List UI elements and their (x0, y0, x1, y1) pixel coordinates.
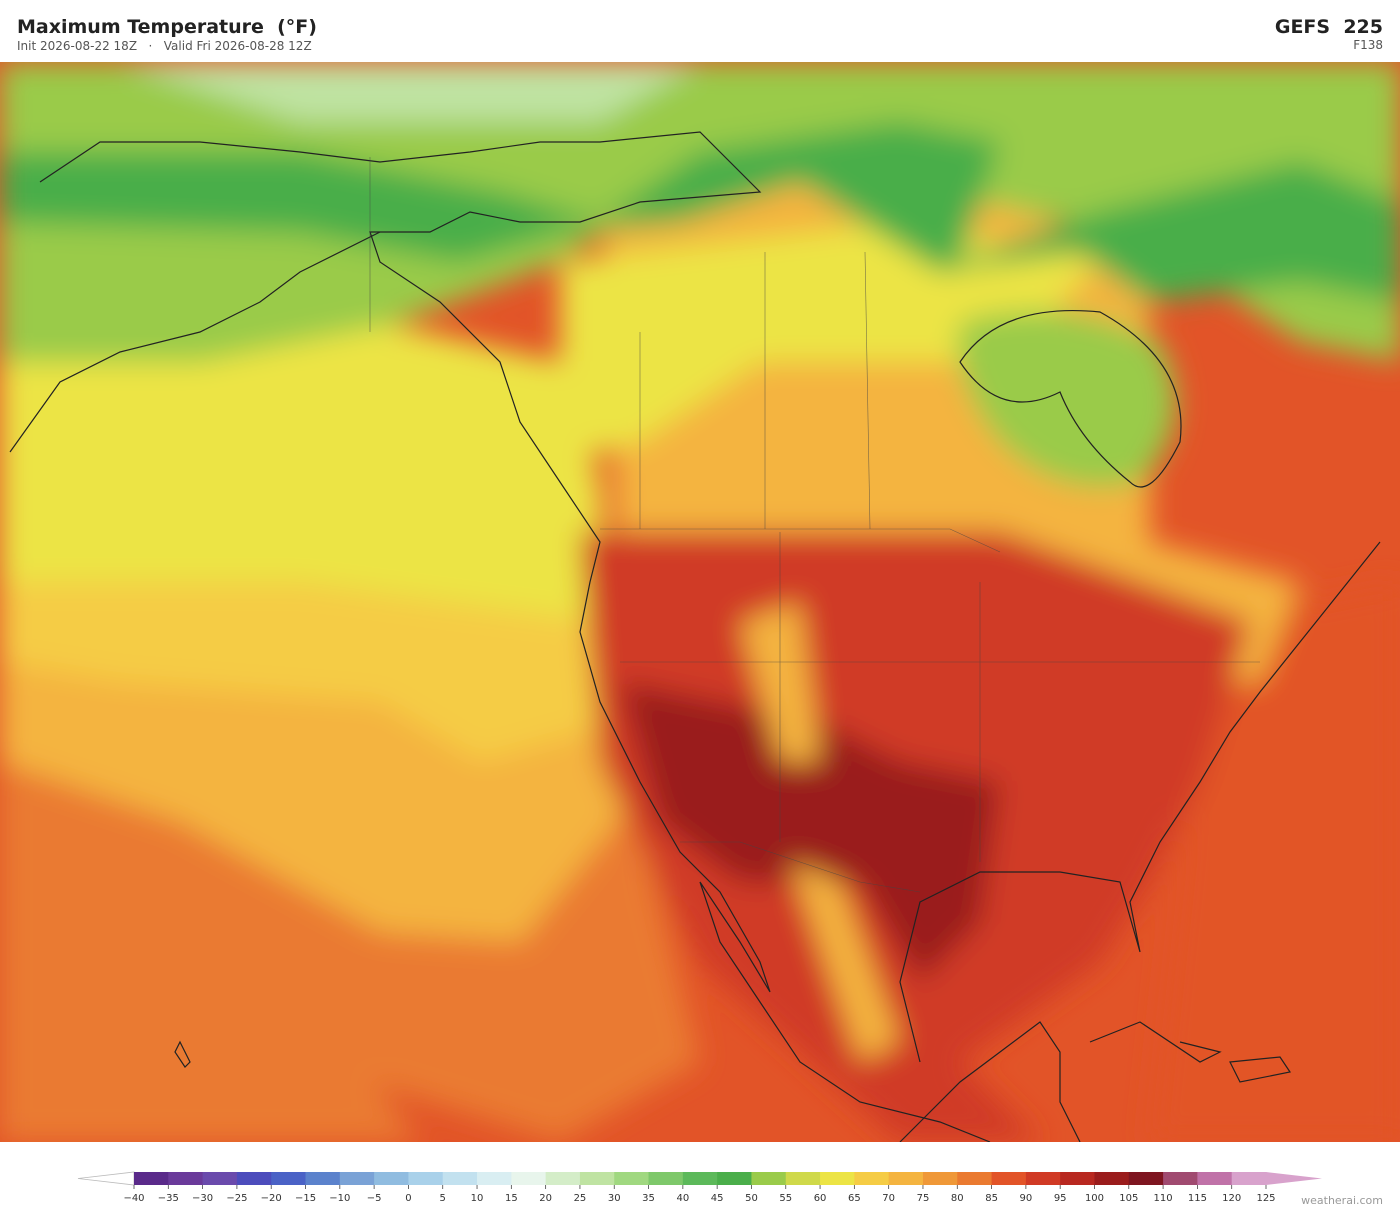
tick-label: 105 (1119, 1193, 1138, 1204)
over-arrow (1266, 1172, 1322, 1185)
color-swatch (545, 1172, 581, 1185)
tick-label: 65 (848, 1193, 861, 1204)
color-swatch (682, 1172, 718, 1185)
color-swatch (1128, 1172, 1164, 1185)
color-swatch (785, 1172, 821, 1185)
color-swatch (1197, 1172, 1233, 1185)
color-swatch (236, 1172, 272, 1185)
tick-label: 60 (814, 1193, 827, 1204)
color-swatch (717, 1172, 752, 1185)
color-swatch (922, 1172, 958, 1185)
color-swatch (134, 1172, 169, 1185)
color-swatch (854, 1172, 890, 1185)
color-swatch (820, 1172, 855, 1185)
init-time: Init 2026-08-22 18Z (17, 39, 138, 53)
map (0, 62, 1400, 1142)
tick-label: 95 (1054, 1193, 1067, 1204)
tick-label: 50 (745, 1193, 758, 1204)
color-swatch (1231, 1172, 1267, 1185)
separator: · (148, 39, 153, 53)
tick-label: −10 (329, 1193, 350, 1204)
coastlines (9, 131, 1381, 1142)
color-swatch (374, 1172, 409, 1185)
tick-label: 40 (676, 1193, 689, 1204)
tick-label: 75 (917, 1193, 930, 1204)
tick-label: 55 (779, 1193, 792, 1204)
color-swatch (408, 1172, 444, 1185)
color-swatch (271, 1172, 307, 1185)
tick-label: 80 (951, 1193, 964, 1204)
tick-label: −30 (192, 1193, 213, 1204)
tick-label: 15 (505, 1193, 518, 1204)
tick-label: 0 (405, 1193, 411, 1204)
tick-label: 30 (608, 1193, 621, 1204)
model-name: GEFS 225 (1274, 16, 1383, 38)
forecast-hour: F138 (1353, 38, 1383, 52)
color-swatch (339, 1172, 375, 1185)
color-swatch (442, 1172, 478, 1185)
tick-label: 100 (1085, 1193, 1104, 1204)
color-swatch (648, 1172, 684, 1185)
tick-label: 85 (985, 1193, 998, 1204)
subtitle: Init 2026-08-22 18Z · Valid Fri 2026-08-… (17, 39, 312, 53)
under-arrow (77, 1171, 135, 1186)
color-swatch (991, 1172, 1027, 1185)
valid-time: Valid Fri 2026-08-28 12Z (163, 39, 312, 53)
borders (369, 157, 1260, 893)
color-swatch (1094, 1172, 1130, 1185)
color-swatch (477, 1172, 512, 1185)
colorbar: weatherai.com −40 −35 −30 −25 −20 −15 −10 −5 0 5 1… (77, 1171, 1383, 1207)
map-title: Maximum Temperature (°F) (17, 16, 317, 38)
color-swatch (202, 1172, 238, 1185)
tick-label: −5 (367, 1193, 382, 1204)
color-swatch (168, 1172, 204, 1185)
tick-label: −25 (226, 1193, 247, 1204)
color-swatch (511, 1172, 547, 1185)
tick-label: 90 (1020, 1193, 1033, 1204)
color-swatch (614, 1172, 650, 1185)
tick-label: 5 (440, 1193, 446, 1204)
tick-label: −35 (158, 1193, 179, 1204)
color-swatch (957, 1172, 993, 1185)
tick-label: 20 (539, 1193, 552, 1204)
color-swatch (1163, 1172, 1198, 1185)
watermark: weatherai.com (1301, 1194, 1383, 1207)
temperature-field (0, 62, 1400, 1142)
color-swatch (888, 1172, 924, 1185)
color-swatch (579, 1172, 615, 1185)
tick-label: 110 (1154, 1193, 1173, 1204)
tick-label: 35 (642, 1193, 655, 1204)
tick-label: 25 (574, 1193, 587, 1204)
tick-label: 70 (882, 1193, 895, 1204)
color-swatch (751, 1172, 787, 1185)
tick-label: 120 (1222, 1193, 1241, 1204)
tick-label: 125 (1256, 1193, 1275, 1204)
tick-label: −20 (261, 1193, 282, 1204)
tick-label: 10 (471, 1193, 484, 1204)
color-swatch (1060, 1172, 1095, 1185)
tick-label: 115 (1188, 1193, 1207, 1204)
tick-label: −15 (295, 1193, 316, 1204)
tick-label: 45 (711, 1193, 724, 1204)
tick-label: −40 (123, 1193, 144, 1204)
color-swatch (1025, 1172, 1061, 1185)
color-swatch (305, 1172, 341, 1185)
